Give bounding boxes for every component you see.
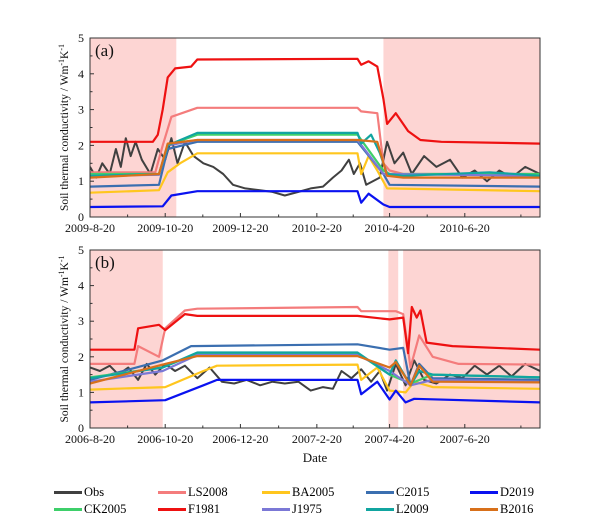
- x-tick-label: 2009-8-20: [65, 221, 115, 235]
- series-F1981: [90, 305, 540, 355]
- x-tick-label: 2007-2-20: [292, 432, 342, 446]
- series-BA2005: [90, 152, 540, 194]
- series-D2019: [90, 190, 540, 209]
- series-F1981: [90, 57, 540, 145]
- legend-swatch: [366, 491, 394, 494]
- x-tick-label: 2010-6-20: [440, 221, 490, 235]
- legend-item-BA2005: BA2005: [248, 485, 352, 500]
- series-LS2008: [90, 305, 540, 369]
- series-D2019: [90, 378, 540, 404]
- legend-label: D2019: [500, 485, 535, 499]
- x-tick-label: 2009-12-20: [212, 221, 268, 235]
- panel-b: 0 1 2 3 4 5 2006-8-20 2006-10-20 2006-12-20 2007-…: [57, 243, 541, 465]
- legend-item-J1975: J1975: [248, 502, 352, 517]
- y-tick-label: 3: [78, 314, 84, 328]
- legend-swatch: [158, 508, 186, 511]
- panel-label: (a): [95, 41, 114, 60]
- y-tick-label: 5: [78, 243, 84, 257]
- x-tick-label: 2010-2-20: [292, 221, 342, 235]
- x-tick-label: 2006-10-20: [137, 432, 193, 446]
- series-LS2008: [90, 106, 540, 176]
- series-B2016: [90, 138, 540, 179]
- panel-a: 0 1 2 3 4 5 2009-8-20 2009-10-20 2009-12-20 2010-…: [57, 31, 541, 235]
- legend-swatch: [54, 508, 82, 511]
- legend-item-D2019: D2019: [456, 485, 560, 500]
- legend-label: CK2005: [84, 502, 127, 516]
- y-tick-label: 3: [78, 103, 84, 117]
- legend-swatch: [262, 491, 290, 494]
- legend-item-F1981: F1981: [144, 502, 248, 517]
- legend-swatch: [54, 491, 82, 494]
- legend-swatch: [470, 508, 498, 511]
- legend-item-LS2008: LS2008: [144, 485, 248, 500]
- legend-label: LS2008: [188, 485, 228, 499]
- x-tick-label: 2010-4-20: [365, 221, 415, 235]
- y-tick-label: 2: [78, 138, 84, 152]
- x-tick-label: 2007-6-20: [440, 432, 490, 446]
- y-axis-label: Soil thermal conductivity / Wm-1K-1: [57, 44, 71, 211]
- legend-label: F1981: [188, 502, 220, 516]
- legend-swatch: [158, 491, 186, 494]
- series-B2016: [90, 355, 540, 387]
- legend-item-C2015: C2015: [352, 485, 456, 500]
- legend-label: B2016: [500, 502, 534, 516]
- legend-label: Obs: [84, 485, 105, 499]
- shaded-period: [90, 250, 163, 428]
- y-tick-label: 5: [78, 31, 84, 45]
- legend-label: J1975: [292, 502, 322, 516]
- shaded-period: [388, 250, 399, 428]
- legend-item-B2016: B2016: [456, 502, 560, 517]
- y-tick-label: 4: [78, 279, 84, 293]
- panel-label: (b): [95, 253, 115, 272]
- legend-item-Obs: Obs: [40, 485, 144, 500]
- legend-swatch: [470, 491, 498, 494]
- x-tick-label: 2007-4-20: [365, 432, 415, 446]
- x-tick-label: 2009-10-20: [137, 221, 193, 235]
- legend-item-CK2005: CK2005: [40, 502, 144, 517]
- y-tick-label: 0: [78, 210, 84, 224]
- x-tick-label: 2006-8-20: [65, 432, 115, 446]
- series-C2015: [90, 140, 540, 188]
- y-tick-label: 0: [78, 421, 84, 435]
- legend-label: L2009: [396, 502, 429, 516]
- legend-item-L2009: L2009: [352, 502, 456, 517]
- x-tick-label: 2006-12-20: [212, 432, 268, 446]
- legend-label: BA2005: [292, 485, 335, 499]
- y-axis-label: Soil thermal conductivity / Wm-1K-1: [57, 255, 71, 422]
- x-axis-label: Date: [303, 450, 328, 465]
- y-tick-label: 4: [78, 67, 84, 81]
- legend-swatch: [262, 508, 290, 511]
- y-tick-label: 1: [78, 174, 84, 188]
- y-tick-label: 1: [78, 385, 84, 399]
- legend: Obs LS2008 BA2005 C2015 D2019 CK2005 F1981 J197…: [40, 485, 560, 517]
- series-C2015: [90, 343, 540, 387]
- legend-label: C2015: [396, 485, 430, 499]
- legend-swatch: [366, 508, 394, 511]
- y-tick-label: 2: [78, 350, 84, 364]
